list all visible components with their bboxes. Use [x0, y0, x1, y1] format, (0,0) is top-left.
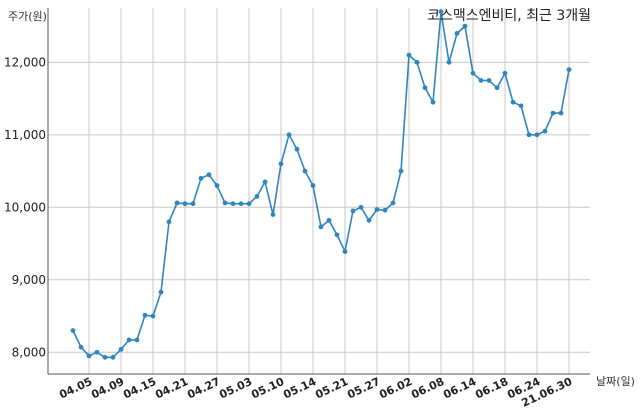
price-point: [510, 99, 516, 105]
x-tick-label: 05.27: [345, 375, 382, 401]
price-point: [374, 207, 380, 212]
price-point: [78, 344, 84, 350]
price-point: [254, 194, 260, 199]
line-layer: [72, 11, 570, 359]
x-tick-label: 06.14: [441, 375, 478, 402]
price-point: [278, 161, 284, 167]
price-point: [86, 353, 92, 359]
price-point: [158, 289, 164, 295]
x-tick-label: 05.21: [313, 375, 350, 401]
price-point: [342, 249, 348, 254]
y-tick-label: 10,000: [4, 200, 46, 214]
price-point: [102, 354, 108, 360]
price-point: [398, 168, 404, 174]
price-point: [302, 168, 308, 174]
x-tick-label: 06.18: [473, 375, 510, 401]
price-point: [406, 52, 412, 58]
price-point: [286, 132, 292, 138]
x-tick-label: 06.02: [377, 375, 414, 401]
price-point: [222, 200, 228, 206]
price-point: [182, 201, 188, 207]
price-point: [494, 85, 500, 91]
price-point: [350, 208, 356, 214]
price-point: [414, 59, 420, 65]
price-point: [262, 179, 268, 185]
price-point: [198, 175, 204, 181]
x-tick-label: 05.03: [217, 375, 254, 401]
price-point: [446, 59, 452, 65]
x-tick-label: 04.27: [185, 375, 222, 401]
price-point: [118, 346, 124, 352]
x-tick-label: 05.10: [249, 375, 286, 402]
price-point: [558, 110, 564, 116]
price-point: [390, 200, 396, 206]
price-point: [206, 172, 212, 178]
price-point: [318, 224, 324, 230]
price-point: [422, 85, 428, 91]
price-point: [526, 132, 532, 138]
price-point: [358, 204, 364, 210]
price-point: [478, 78, 484, 83]
y-tick-label: 9,000: [12, 273, 46, 287]
price-point: [366, 217, 372, 223]
price-point: [430, 99, 436, 105]
price-point: [438, 9, 444, 15]
price-point: [542, 128, 548, 134]
price-point: [70, 328, 76, 333]
price-point: [382, 207, 388, 213]
price-point: [454, 30, 460, 36]
price-point: [294, 146, 300, 152]
price-point: [486, 78, 492, 83]
price-point: [142, 312, 148, 318]
price-point: [566, 67, 572, 73]
price-point: [126, 337, 132, 343]
price-point: [174, 200, 180, 206]
price-point: [110, 354, 116, 360]
point-layer: [70, 9, 572, 360]
x-tick-label: 04.21: [153, 375, 190, 401]
price-point: [94, 349, 100, 355]
x-tick-label: 05.14: [281, 375, 318, 402]
price-point: [214, 183, 220, 188]
y-tick-label: 11,000: [4, 128, 46, 142]
price-point: [190, 201, 196, 207]
x-tick-label: 04.15: [121, 375, 158, 401]
price-point: [150, 313, 156, 319]
price-point: [334, 232, 340, 238]
price-point: [134, 337, 140, 343]
price-point: [230, 201, 236, 207]
price-point: [502, 70, 508, 76]
price-point: [550, 110, 556, 116]
axis-layer: [47, 8, 590, 375]
y-tick-label: 8,000: [12, 345, 46, 359]
price-point: [166, 219, 172, 225]
x-tick-label: 04.05: [57, 375, 94, 401]
price-point: [310, 183, 316, 188]
price-point: [326, 217, 332, 223]
y-tick-label: 12,000: [4, 55, 46, 69]
chart-title: 코스맥스엔비티, 최근 3개월: [427, 8, 591, 24]
price-point: [518, 103, 524, 109]
price-point: [534, 132, 540, 138]
price-point: [238, 201, 244, 207]
x-tick-label: 04.09: [89, 375, 126, 401]
price-point: [270, 212, 276, 217]
price-point: [246, 201, 252, 207]
price-line: [72, 11, 570, 359]
grid-layer: [48, 8, 590, 374]
price-point: [462, 23, 468, 29]
y-axis-label: 주가(원): [8, 10, 47, 23]
x-axis-label: 날짜(일): [596, 374, 635, 388]
x-tick-label: 06.08: [409, 375, 446, 401]
price-point: [470, 70, 476, 76]
